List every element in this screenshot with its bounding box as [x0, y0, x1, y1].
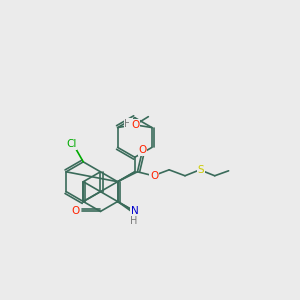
Text: O: O	[131, 120, 140, 130]
Text: S: S	[197, 165, 204, 175]
Text: O: O	[131, 120, 140, 130]
Text: O: O	[150, 171, 158, 181]
Text: O: O	[138, 145, 146, 155]
Text: O: O	[72, 206, 80, 216]
Text: O: O	[138, 145, 146, 155]
Text: H: H	[124, 118, 132, 129]
Text: N: N	[131, 206, 139, 216]
Text: N: N	[131, 206, 139, 216]
Text: H: H	[130, 216, 137, 226]
Text: H: H	[130, 216, 137, 226]
Text: Cl: Cl	[66, 139, 76, 149]
Text: O: O	[130, 120, 138, 130]
Text: O: O	[72, 206, 80, 216]
Text: O: O	[150, 171, 158, 181]
Text: Cl: Cl	[66, 139, 76, 149]
Text: O: O	[130, 120, 138, 130]
Text: S: S	[197, 165, 204, 175]
Text: H: H	[124, 118, 132, 129]
